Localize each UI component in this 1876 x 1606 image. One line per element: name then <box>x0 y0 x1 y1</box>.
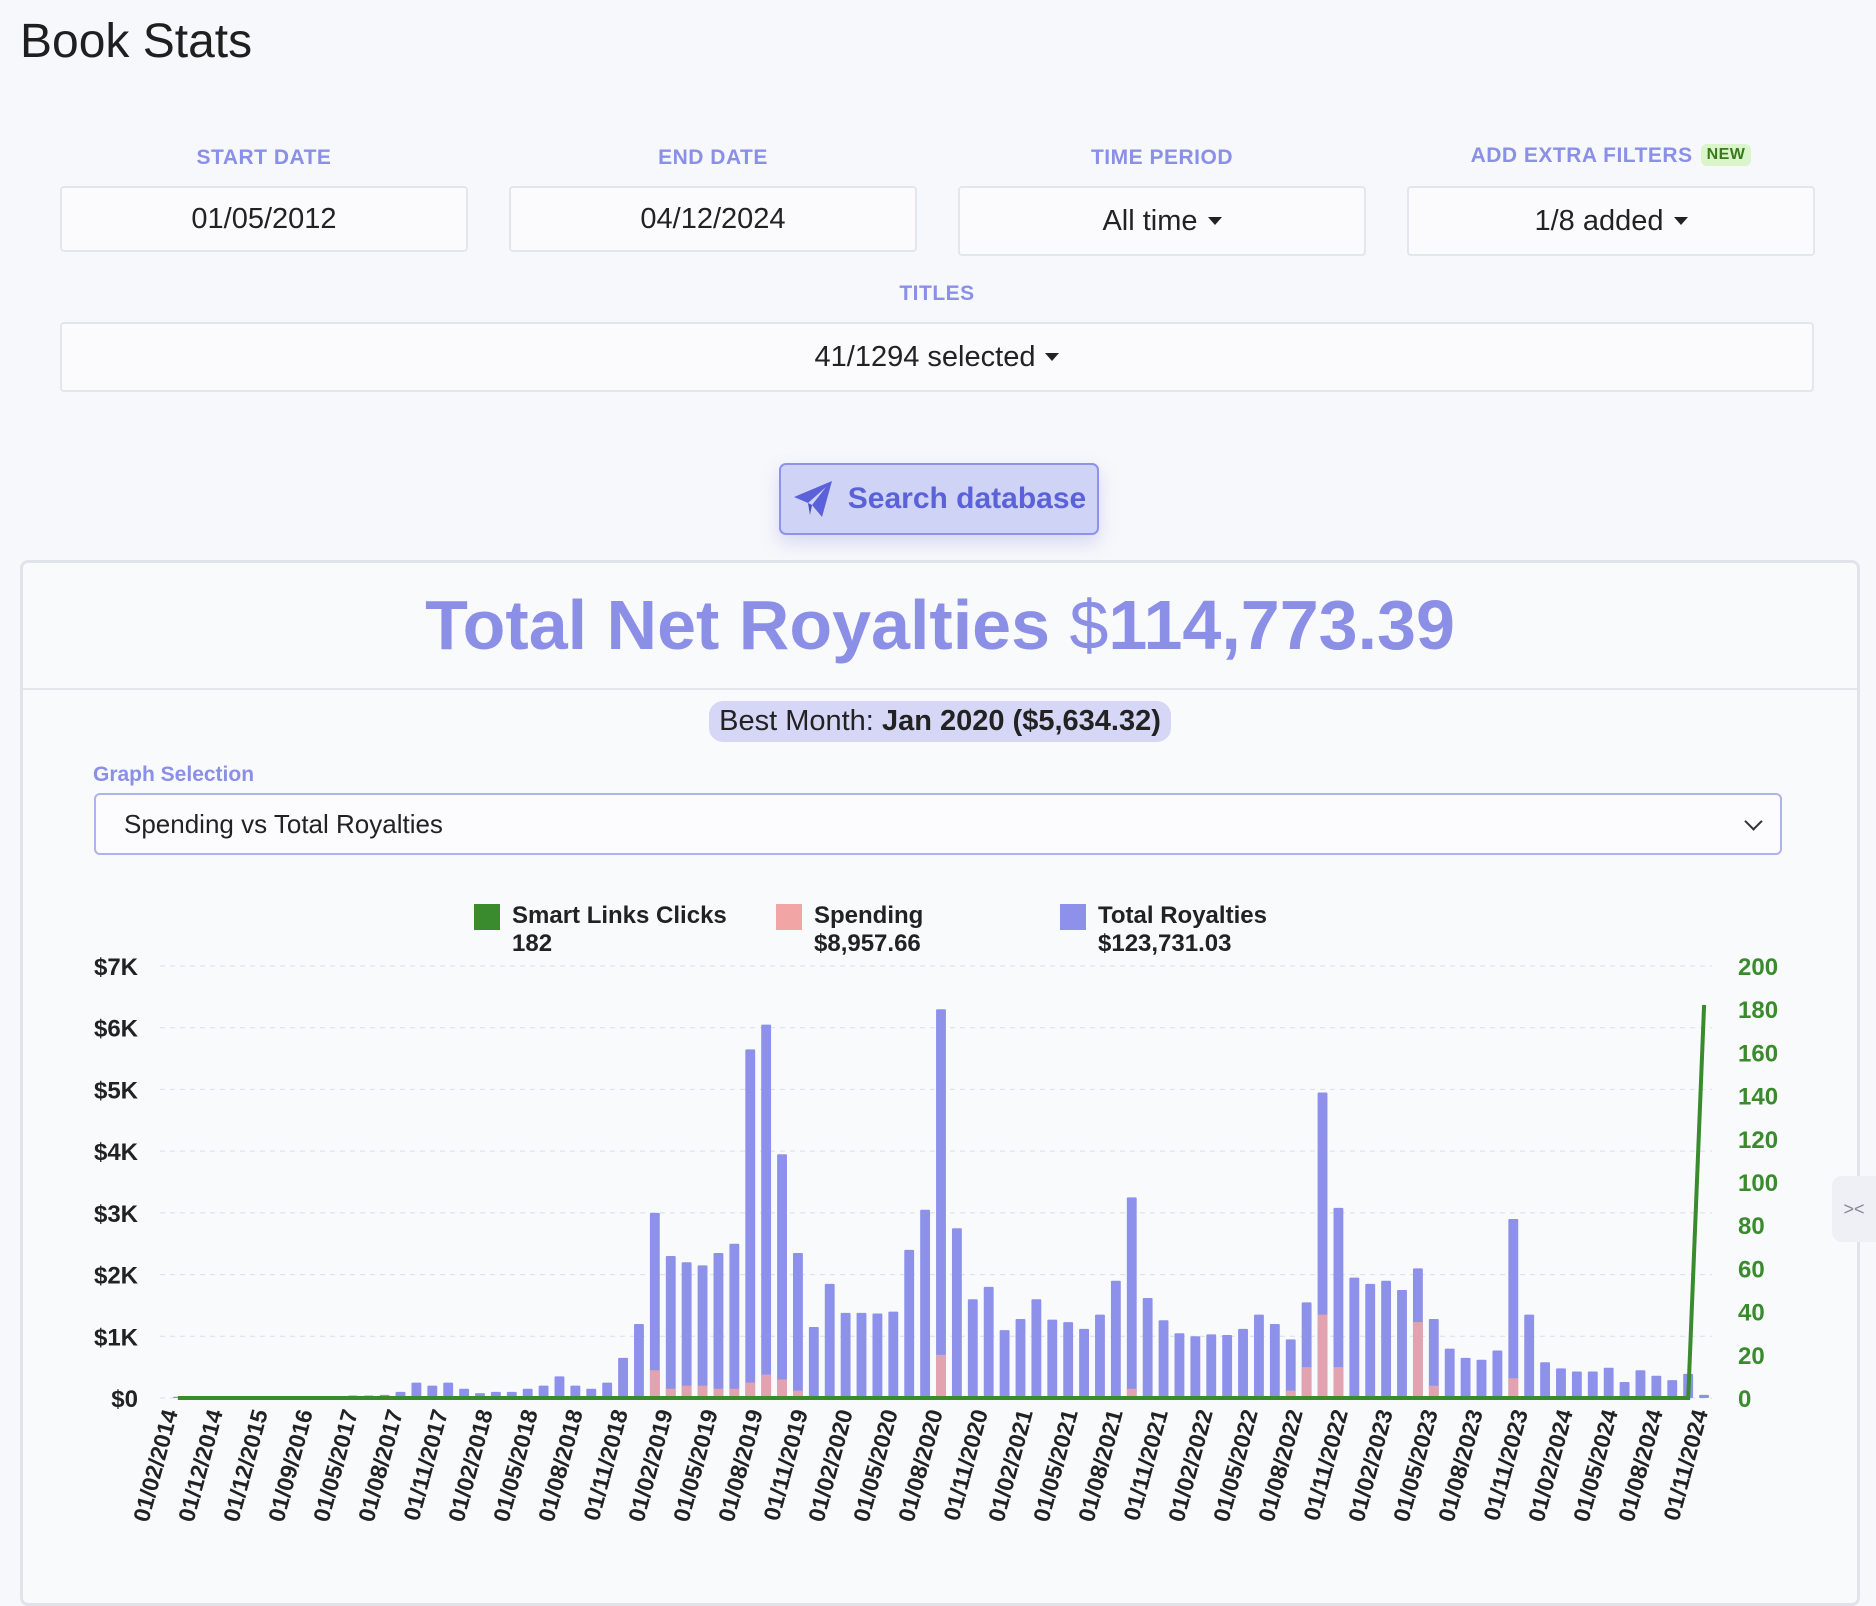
caret-down-icon <box>1045 353 1060 361</box>
titles-dropdown[interactable]: 41/1294 selected <box>60 322 1814 392</box>
search-database-button[interactable]: Search database <box>779 463 1099 535</box>
legend-swatch-blue <box>1060 904 1086 930</box>
total-title-label: Total Net Royalties <box>425 586 1051 664</box>
new-badge: NEW <box>1700 144 1752 166</box>
end-date-field: END DATE <box>509 146 917 170</box>
collapse-icon: >< <box>1843 1198 1865 1219</box>
extra-filters-label: ADD EXTRA FILTERS <box>1470 144 1693 167</box>
legend-total-royalties[interactable]: Total Royalties $123,731.03 <box>1060 902 1267 958</box>
extra-filters-field: ADD EXTRA FILTERS NEW <box>1407 144 1815 168</box>
time-period-dropdown[interactable]: All time <box>958 186 1366 256</box>
chevron-down-icon <box>1744 812 1763 831</box>
graph-selection-label: Graph Selection <box>93 763 255 786</box>
titles-value: 41/1294 selected <box>814 340 1036 373</box>
best-month-value: Jan 2020 <box>881 705 1005 737</box>
card-header: Total Net Royalties $114,773.39 <box>23 563 1857 690</box>
legend-name: Smart Links Clicks <box>512 902 727 929</box>
time-period-label: TIME PERIOD <box>1090 146 1233 169</box>
search-button-label: Search database <box>847 482 1087 515</box>
caret-down-icon <box>1207 217 1222 225</box>
best-month-highlight: Best Month: Jan 2020 ($5,634.32) <box>709 701 1171 742</box>
page-title: Book Stats <box>20 15 253 68</box>
total-currency: $ <box>1069 586 1109 664</box>
total-net-royalties: Total Net Royalties $114,773.39 <box>23 563 1857 688</box>
collapse-panel-tab[interactable]: >< <box>1832 1176 1876 1242</box>
legend-name: Spending <box>814 902 924 929</box>
caret-down-icon <box>1673 217 1688 225</box>
best-month-label: Best Month: <box>719 705 874 737</box>
titles-label: TITLES <box>899 282 975 305</box>
legend-name: Total Royalties <box>1098 902 1267 929</box>
extra-filters-dropdown[interactable]: 1/8 added <box>1407 186 1815 256</box>
total-amount: 114,773.39 <box>1108 586 1455 664</box>
titles-field: TITLES <box>60 282 1814 306</box>
start-date-input[interactable]: 01/05/2012 <box>60 186 468 252</box>
legend-smart-links[interactable]: Smart Links Clicks 182 <box>474 902 727 958</box>
legend-swatch-green <box>474 904 500 930</box>
extra-filters-value: 1/8 added <box>1534 204 1664 237</box>
best-month-amount: ($5,634.32) <box>1012 705 1161 737</box>
time-period-field: TIME PERIOD <box>958 146 1366 170</box>
legend-value: $8,957.66 <box>814 930 921 957</box>
end-date-input[interactable]: 04/12/2024 <box>509 186 917 252</box>
legend-swatch-pink <box>776 904 802 930</box>
graph-selection-value: Spending vs Total Royalties <box>124 808 443 839</box>
royalties-card: Total Net Royalties $114,773.39 Best Mon… <box>20 560 1860 1606</box>
graph-selection-dropdown[interactable]: Spending vs Total Royalties <box>94 793 1782 855</box>
start-date-field: START DATE <box>60 146 468 170</box>
legend-value: $123,731.03 <box>1098 930 1232 957</box>
time-period-value: All time <box>1102 204 1198 237</box>
start-date-label: START DATE <box>196 146 332 169</box>
legend-spending[interactable]: Spending $8,957.66 <box>776 902 923 958</box>
paper-plane-icon <box>793 481 832 517</box>
legend-value: 182 <box>512 930 553 957</box>
end-date-label: END DATE <box>658 146 768 169</box>
best-month: Best Month: Jan 2020 ($5,634.32) <box>23 701 1857 742</box>
